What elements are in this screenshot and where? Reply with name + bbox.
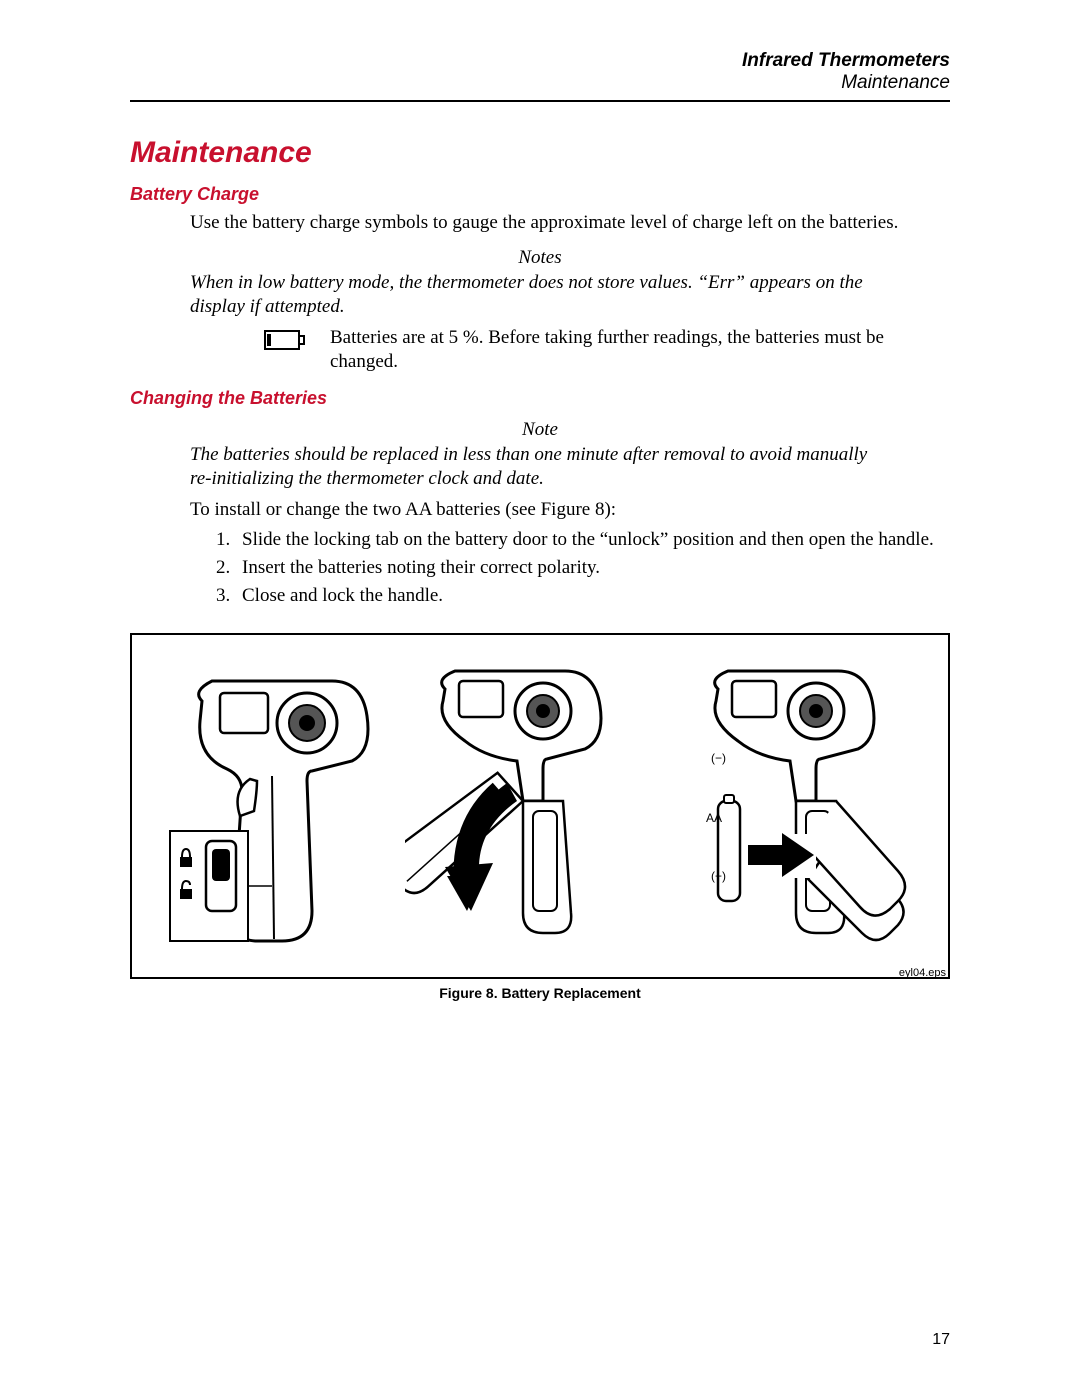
list-item: 1. Slide the locking tab on the battery …: [216, 528, 950, 552]
battery-indicator-text: Batteries are at 5 %. Before taking furt…: [330, 326, 930, 374]
running-header: Infrared Thermometers Maintenance: [130, 50, 950, 94]
figure-caption: Figure 8. Battery Replacement: [130, 985, 950, 1001]
section-heading-battery-charge: Battery Charge: [130, 184, 950, 205]
step-text: Close and lock the handle.: [242, 584, 443, 608]
device-step2-illustration: [405, 661, 635, 961]
section-heading-changing-batteries: Changing the Batteries: [130, 388, 950, 409]
battery-charge-intro: Use the battery charge symbols to gauge …: [190, 211, 950, 235]
device-step3-illustration: [658, 661, 918, 961]
list-item: 3. Close and lock the handle.: [216, 584, 950, 608]
step-number: 1.: [216, 528, 242, 552]
annot-minus: (−): [711, 751, 726, 765]
note-label-2: Note: [130, 419, 950, 441]
step-number: 2.: [216, 556, 242, 580]
steps-list: 1. Slide the locking tab on the battery …: [216, 528, 950, 607]
notes-label: Notes: [130, 247, 950, 269]
note-body-2: The batteries should be replaced in less…: [190, 443, 890, 491]
install-instruction: To install or change the two AA batterie…: [190, 498, 950, 522]
list-item: 2. Insert the batteries noting their cor…: [216, 556, 950, 580]
page-title: Maintenance: [130, 136, 950, 170]
notes-body: When in low battery mode, the thermomete…: [190, 271, 890, 319]
step-text: Insert the batteries noting their correc…: [242, 556, 600, 580]
device-step1-illustration: [162, 661, 382, 961]
figure-caption-row: eyl04.eps Figure 8. Battery Replacement: [130, 985, 950, 1005]
step-text: Slide the locking tab on the battery doo…: [242, 528, 934, 552]
page-number: 17: [932, 1331, 950, 1349]
battery-indicator-row: Batteries are at 5 %. Before taking furt…: [260, 326, 930, 374]
annot-aa: AA: [706, 811, 722, 825]
step-number: 3.: [216, 584, 242, 608]
header-rule: [130, 100, 950, 102]
header-title: Infrared Thermometers: [130, 50, 950, 72]
figure-eps-label: eyl04.eps: [899, 967, 946, 979]
battery-low-icon: [260, 326, 310, 350]
annot-plus: (+): [711, 869, 726, 883]
header-subtitle: Maintenance: [130, 72, 950, 94]
figure-8-box: (−) AA (+): [130, 633, 950, 979]
